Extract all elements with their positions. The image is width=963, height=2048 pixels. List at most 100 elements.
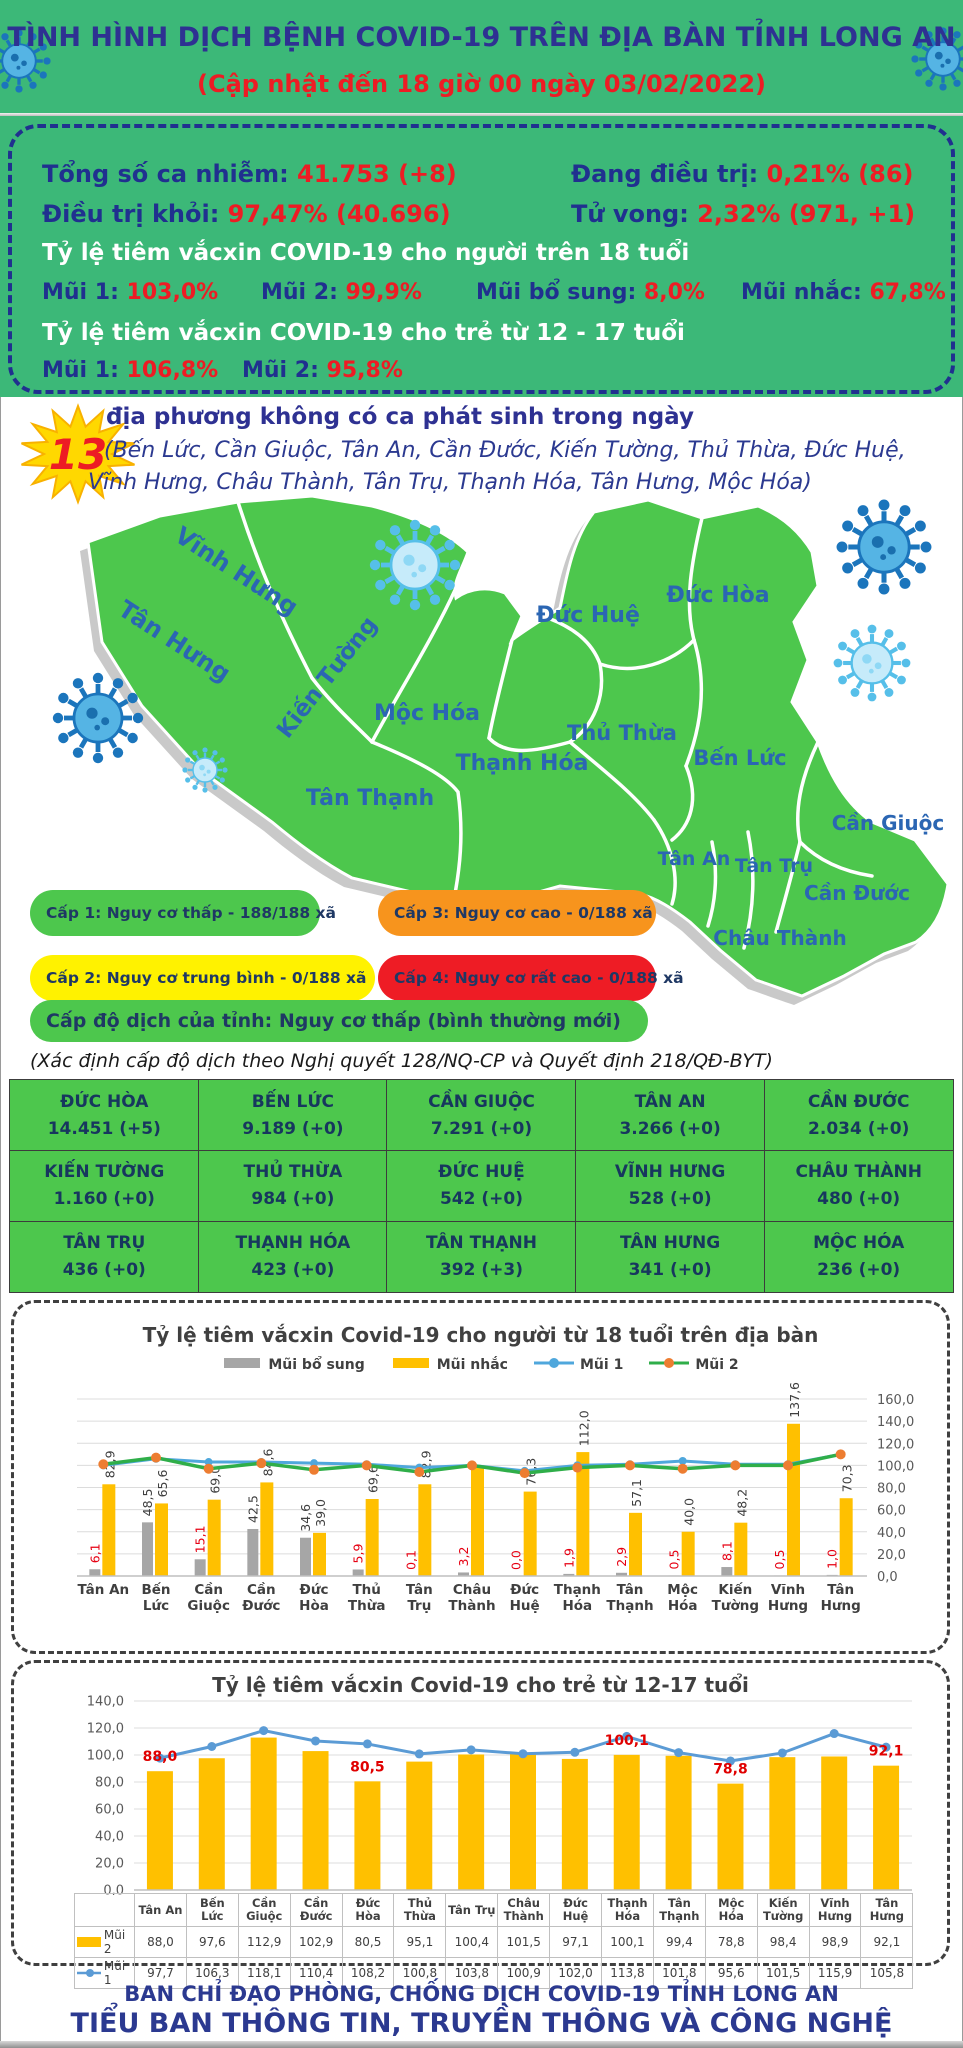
svg-text:0,5: 0,5 (772, 1550, 787, 1570)
svg-text:120,0: 120,0 (877, 1437, 914, 1452)
no-new-cases-list-2: Vĩnh Hưng, Châu Thành, Tân Trụ, Thạnh Hó… (88, 470, 812, 495)
recovered: Điều trị khỏi: 97,47% (40.696) (42, 200, 451, 228)
district-label: Châu Thành (713, 926, 846, 950)
svg-text:100,1: 100,1 (605, 1733, 649, 1749)
svg-text:Đức: Đức (300, 1582, 329, 1598)
svg-text:0,1: 0,1 (403, 1550, 418, 1570)
table-cell: TÂN AN 3.266 (+0) (575, 1079, 766, 1152)
column-header: Đức Hòa (341, 1893, 395, 1927)
svg-text:112,0: 112,0 (576, 1410, 591, 1446)
svg-text:0,0: 0,0 (103, 1884, 124, 1896)
dose-item: Mũi 2: 95,8% (242, 358, 403, 383)
value-cell: 88,0 (134, 1926, 187, 1958)
dose-item: Mũi 2: 99,9% (261, 280, 422, 305)
chart-12-17-box: Tỷ lệ tiêm vắcxin Covid-19 cho trẻ từ 12… (11, 1660, 950, 1989)
table-cell: KIẾN TƯỜNG 1.160 (+0) (9, 1149, 200, 1223)
svg-text:80,5: 80,5 (350, 1759, 385, 1775)
value-cell: 118,1 (237, 1957, 291, 1989)
value-cell: 100,1 (601, 1926, 654, 1958)
child-doses-row: Mũi 1: 106,8% Mũi 2: 95,8% (42, 358, 935, 388)
svg-text:1,9: 1,9 (561, 1548, 576, 1568)
svg-text:Cần: Cần (194, 1581, 223, 1598)
district-name: ĐỨC HÒA (60, 1091, 149, 1112)
column-header: Tân Hưng (860, 1893, 914, 1927)
district-name: VĨNH HƯNG (614, 1162, 726, 1183)
risk-legend-note: (Xác định cấp độ dịch theo Nghị quyết 12… (30, 1050, 773, 1072)
value-cell: 100,8 (393, 1957, 447, 1989)
value-cell: 97,1 (549, 1926, 603, 1958)
table-cell: CHÂU THÀNH 480 (+0) (763, 1149, 954, 1223)
value-cell: 105,8 (860, 1957, 914, 1989)
column-header: Đức Huệ (549, 1893, 603, 1927)
value-cell: 99,4 (652, 1926, 706, 1958)
svg-text:Cần: Cần (247, 1581, 276, 1598)
divider (0, 113, 963, 116)
district-name: BẾN LỨC (251, 1091, 334, 1112)
chart-18plus-box: Tỷ lệ tiêm vắcxin Covid-19 cho người từ … (11, 1300, 950, 1654)
district-cases: 341 (+0) (628, 1260, 712, 1281)
district-cases: 3.266 (+0) (619, 1118, 721, 1139)
value-cell: 98,4 (756, 1926, 810, 1958)
svg-text:0,0: 0,0 (509, 1550, 524, 1570)
table-cell: THỦ THỪA 984 (+0) (197, 1149, 388, 1223)
svg-text:0,0: 0,0 (877, 1570, 898, 1585)
svg-text:140,0: 140,0 (87, 1695, 124, 1710)
svg-text:60,0: 60,0 (877, 1504, 906, 1519)
column-header: Cần Giuộc (237, 1893, 291, 1927)
no-new-cases-title: địa phương không có ca phát sinh trong n… (106, 404, 694, 430)
district-label: Đức Huệ (536, 603, 640, 628)
svg-text:Lức: Lức (143, 1598, 169, 1614)
no-new-cases-list-1: (Bến Lức, Cần Giuộc, Tân An, Cần Đước, K… (104, 438, 906, 463)
deaths: Tử vong: 2,32% (971, +1) (571, 200, 916, 228)
value-cell: 102,0 (549, 1957, 603, 1989)
value-cell: 100,4 (445, 1926, 499, 1958)
svg-text:Tân: Tân (406, 1582, 433, 1598)
svg-text:6,1: 6,1 (87, 1543, 102, 1563)
svg-text:Tân: Tân (617, 1582, 644, 1598)
district-name: THẠNH HÓA (235, 1233, 351, 1254)
district-cases: 7.291 (+0) (430, 1118, 533, 1139)
district-name: CẦN ĐƯỚC (807, 1091, 910, 1112)
value-cell: 98,9 (808, 1926, 862, 1958)
bottom-edge (0, 2041, 963, 2048)
district-cases: 436 (+0) (62, 1260, 146, 1281)
table-cell: TÂN TRỤ 436 (+0) (9, 1220, 200, 1293)
svg-text:92,1: 92,1 (869, 1744, 904, 1760)
district-name: TÂN TRỤ (63, 1233, 146, 1254)
district-cases: 984 (+0) (251, 1189, 335, 1210)
district-cases: 2.034 (+0) (808, 1118, 910, 1139)
svg-text:15,1: 15,1 (193, 1525, 208, 1553)
stat-row-1: Tổng số ca nhiễm: 41.753 (+8) Đang điều … (42, 160, 935, 192)
virus-icon (911, 27, 963, 91)
column-header: Cần Đước (289, 1893, 343, 1927)
update-timestamp: (Cập nhật đến 18 giờ 00 ngày 03/02/2022) (197, 70, 766, 98)
table-cell: ĐỨC HUỆ 542 (+0) (386, 1149, 577, 1223)
svg-text:39,0: 39,0 (313, 1499, 328, 1527)
adult-doses-row: Mũi 1: 103,0% Mũi 2: 99,9% Mũi bổ sung: … (42, 280, 946, 310)
virus-icon (0, 29, 51, 93)
starburst-shape (21, 403, 135, 505)
svg-text:88,0: 88,0 (143, 1749, 178, 1765)
svg-text:Hòa: Hòa (299, 1598, 329, 1614)
svg-text:Thạnh: Thạnh (606, 1598, 653, 1614)
svg-text:100,0: 100,0 (877, 1459, 914, 1474)
value-cell: 80,5 (341, 1926, 395, 1958)
svg-text:Hưng: Hưng (821, 1598, 861, 1614)
dose-item: Mũi 1: 103,0% (42, 280, 219, 305)
legend-item: Mũi 1 (534, 1357, 623, 1373)
chart-12-17-title: Tỷ lệ tiêm vắcxin Covid-19 cho trẻ từ 12… (212, 1673, 749, 1697)
map-districts (86, 494, 950, 998)
virus-icon (369, 519, 461, 611)
line-swatch (534, 1357, 574, 1373)
stat-row-2: Điều trị khỏi: 97,47% (40.696) Tử vong: … (42, 200, 935, 232)
no-new-cases-count: 13 (49, 430, 107, 479)
district-name: TÂN HƯNG (619, 1233, 721, 1254)
risk-level-4-pill: Cấp 4: Nguy cơ rất cao - 0/188 xã (378, 955, 684, 1001)
table-cell: VĨNH HƯNG 528 (+0) (575, 1149, 766, 1223)
district-label: Thủ Thừa (567, 721, 677, 745)
district-name: KIẾN TƯỜNG (44, 1162, 165, 1183)
value-cell: 108,2 (341, 1957, 395, 1989)
svg-text:3,2: 3,2 (456, 1547, 471, 1567)
district-name: ĐỨC HUỆ (438, 1162, 525, 1183)
district-cases: 480 (+0) (817, 1189, 901, 1210)
